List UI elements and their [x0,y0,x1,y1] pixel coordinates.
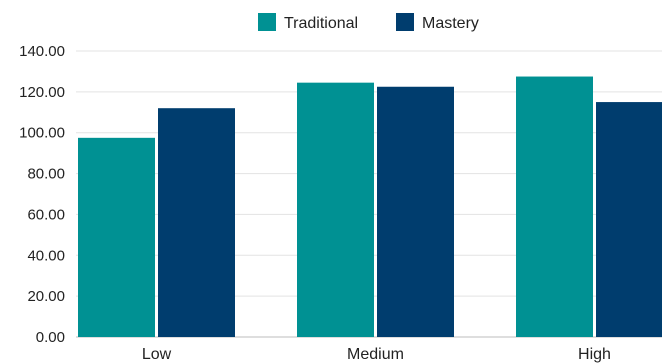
y-tick-label: 140.00 [19,43,65,60]
bar-traditional-high [516,76,593,338]
legend-swatch-traditional [258,13,276,31]
y-tick-label: 0.00 [36,329,65,346]
y-tick-label: 100.00 [19,125,65,142]
y-axis: 0.00 20.00 40.00 60.00 80.00 100.00 120.00 140.… [19,43,65,346]
legend: Traditional Mastery [258,13,479,32]
y-tick-label: 20.00 [27,288,65,305]
legend-label-mastery: Mastery [422,15,479,32]
x-axis: Low Medium High [142,346,611,363]
y-tick-label: 40.00 [27,247,65,264]
x-category-label: Medium [347,346,404,363]
y-tick-label: 80.00 [27,166,65,183]
bar-traditional-medium [297,82,374,338]
bar-mastery-low [158,108,235,337]
bar-mastery-high [596,102,662,337]
x-category-label: Low [142,346,172,363]
x-category-label: High [578,346,611,363]
bars [78,76,662,338]
y-tick-label: 120.00 [19,84,65,101]
y-tick-label: 60.00 [27,206,65,223]
legend-label-traditional: Traditional [284,15,358,32]
legend-swatch-mastery [396,13,414,31]
bar-traditional-low [78,137,155,337]
bar-mastery-medium [377,86,454,337]
